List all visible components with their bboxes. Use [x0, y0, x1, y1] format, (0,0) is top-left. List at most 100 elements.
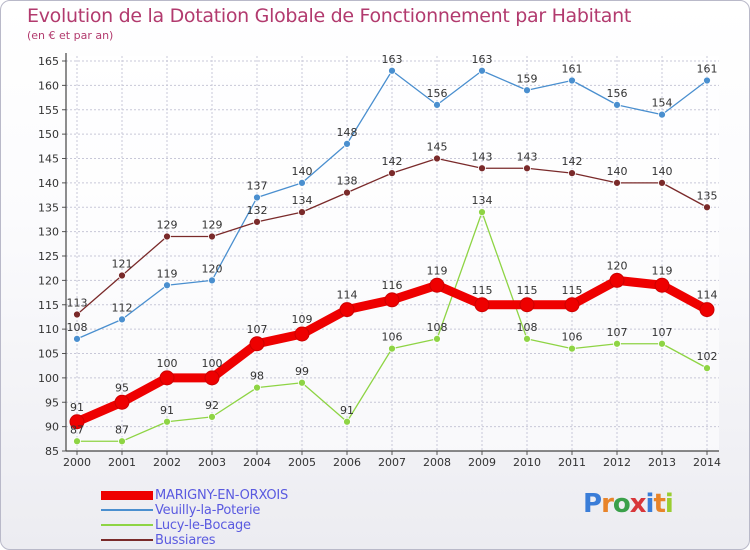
- x-tick-label: 2007: [378, 456, 406, 469]
- data-label: 115: [562, 284, 583, 297]
- data-label: 129: [202, 219, 223, 232]
- data-point: [69, 414, 85, 430]
- data-label: 156: [607, 87, 628, 100]
- data-point: [609, 272, 625, 288]
- proxiti-logo: Proxiti: [583, 489, 674, 519]
- data-point: [343, 139, 351, 148]
- data-label: 106: [562, 331, 583, 344]
- chart-title: Evolution de la Dotation Globale de Fonc…: [27, 5, 632, 27]
- data-label: 119: [427, 264, 448, 277]
- data-label: 107: [247, 323, 268, 336]
- data-label: 120: [607, 259, 628, 272]
- data-point: [478, 66, 486, 75]
- data-label: 114: [337, 289, 358, 302]
- data-label: 145: [427, 141, 448, 154]
- data-point: [613, 178, 621, 187]
- data-label: 116: [382, 279, 403, 292]
- legend-label: Lucy-le-Bocage: [155, 518, 251, 533]
- data-label: 154: [652, 97, 673, 110]
- data-label: 109: [292, 313, 313, 326]
- x-tick-label: 2005: [288, 456, 316, 469]
- data-label: 87: [70, 423, 84, 436]
- y-tick-label: 155: [38, 104, 59, 117]
- data-point: [388, 169, 396, 178]
- data-label: 137: [247, 180, 268, 193]
- y-tick-label: 145: [38, 153, 59, 166]
- y-tick-label: 115: [38, 299, 59, 312]
- x-tick-label: 2004: [243, 456, 271, 469]
- data-point: [384, 292, 400, 308]
- y-tick-label: 165: [38, 55, 59, 68]
- data-point: [478, 208, 486, 217]
- data-label: 100: [202, 357, 223, 370]
- logo-letter: r: [601, 489, 614, 519]
- data-point: [703, 76, 711, 85]
- data-point: [564, 297, 580, 313]
- data-label: 115: [472, 284, 493, 297]
- data-label: 140: [292, 165, 313, 178]
- data-label: 87: [115, 423, 129, 436]
- y-tick-label: 150: [38, 128, 59, 141]
- data-point: [613, 100, 621, 109]
- data-point: [298, 378, 306, 387]
- data-label: 107: [652, 326, 673, 339]
- data-point: [703, 364, 711, 373]
- data-point: [298, 208, 306, 217]
- data-point: [208, 276, 216, 285]
- data-point: [568, 76, 576, 85]
- data-point: [73, 310, 81, 319]
- data-label: 163: [382, 53, 403, 66]
- data-point: [163, 232, 171, 241]
- logo-letter: i: [645, 489, 655, 519]
- x-tick-label: 2013: [648, 456, 676, 469]
- data-label: 114: [697, 289, 718, 302]
- legend-label: Veuilly-la-Poterie: [155, 503, 261, 518]
- data-point: [163, 281, 171, 290]
- y-tick-label: 95: [45, 396, 59, 409]
- data-label: 163: [472, 53, 493, 66]
- data-point: [523, 86, 531, 95]
- logo-letter: i: [664, 489, 674, 519]
- x-tick-label: 2012: [603, 456, 631, 469]
- logo-letter: x: [629, 489, 647, 519]
- data-label: 140: [652, 165, 673, 178]
- y-tick-label: 90: [45, 421, 59, 434]
- data-point: [73, 437, 81, 446]
- data-point: [433, 334, 441, 343]
- data-label: 142: [562, 155, 583, 168]
- data-label: 156: [427, 87, 448, 100]
- data-point: [613, 339, 621, 348]
- data-label: 91: [70, 401, 84, 414]
- data-label: 119: [157, 267, 178, 280]
- data-point: [519, 297, 535, 313]
- chart-subtitle: (en € et par an): [27, 29, 114, 42]
- legend-swatch: [101, 490, 153, 500]
- x-tick-label: 2009: [468, 456, 496, 469]
- data-point: [658, 178, 666, 187]
- data-label: 140: [607, 165, 628, 178]
- data-point: [658, 110, 666, 119]
- data-label: 143: [472, 150, 493, 163]
- data-point: [478, 164, 486, 173]
- x-tick-label: 2008: [423, 456, 451, 469]
- data-label: 108: [517, 321, 538, 334]
- x-tick-label: 2001: [108, 456, 136, 469]
- data-label: 119: [652, 264, 673, 277]
- data-label: 120: [202, 262, 223, 275]
- data-point: [474, 297, 490, 313]
- x-tick-label: 2014: [693, 456, 721, 469]
- x-tick-label: 2002: [153, 456, 181, 469]
- data-point: [118, 437, 126, 446]
- y-tick-label: 125: [38, 250, 59, 263]
- data-point: [159, 370, 175, 386]
- data-point: [253, 217, 261, 226]
- data-label: 121: [112, 258, 133, 271]
- data-point: [343, 188, 351, 197]
- data-label: 129: [157, 219, 178, 232]
- x-tick-label: 2010: [513, 456, 541, 469]
- y-tick-label: 105: [38, 348, 59, 361]
- legend-label: MARIGNY-EN-ORXOIS: [155, 488, 289, 503]
- x-tick-label: 2003: [198, 456, 226, 469]
- y-tick-label: 100: [38, 372, 59, 385]
